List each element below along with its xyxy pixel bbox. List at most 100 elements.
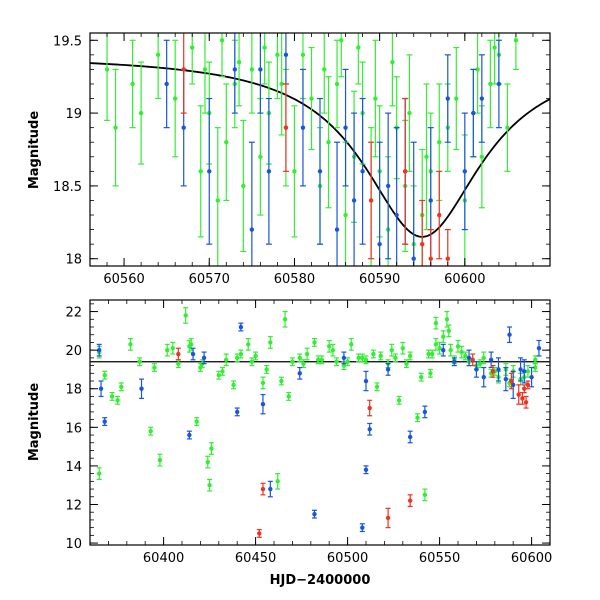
data-point: [407, 494, 413, 508]
x-tick-label: 60450: [235, 551, 276, 566]
data-point: [155, 33, 162, 100]
data-marker: [300, 52, 306, 58]
data-marker: [390, 59, 395, 65]
data-marker: [238, 351, 244, 357]
data-marker: [258, 67, 263, 72]
data-point: [512, 33, 519, 71]
y-tick-label: 20: [65, 344, 82, 359]
data-point: [164, 343, 170, 357]
data-marker: [194, 419, 199, 424]
data-point: [151, 363, 157, 372]
data-point: [427, 228, 434, 266]
top-panel: 60560 60570 60580 60590 60600 18 18.5 19 19.5 Ma…: [27, 32, 551, 287]
data-marker: [411, 256, 416, 261]
data-point: [157, 453, 163, 467]
data-point: [265, 97, 272, 245]
data-point: [392, 353, 398, 363]
data-marker: [282, 317, 288, 322]
data-marker: [297, 371, 302, 376]
data-marker: [374, 384, 380, 390]
data-marker: [119, 384, 124, 390]
data-point: [491, 33, 498, 85]
data-marker: [290, 359, 295, 364]
data-point: [326, 339, 332, 353]
data-point: [311, 509, 317, 519]
data-point: [385, 507, 391, 529]
data-marker: [283, 125, 289, 130]
data-marker: [260, 486, 266, 492]
data-marker: [404, 361, 409, 366]
x-tick-label: 60570: [189, 272, 230, 287]
x-tick-label: 60500: [327, 551, 368, 566]
data-marker: [334, 227, 340, 232]
top-clipped-data: [90, 33, 550, 266]
data-marker: [317, 169, 323, 174]
data-marker: [507, 332, 512, 337]
data-marker: [525, 382, 531, 388]
top-axis-ticks: 60560 60570 60580 60590 60600 18 18.5 19 19.5: [53, 33, 551, 287]
data-point: [370, 349, 376, 359]
x-tick-label: 60590: [359, 272, 400, 287]
data-marker: [529, 374, 534, 380]
data-point: [396, 395, 402, 405]
data-marker: [441, 347, 446, 353]
data-marker: [437, 212, 442, 218]
data-marker: [481, 374, 486, 380]
y-tick-label: 10: [65, 537, 82, 552]
data-marker: [205, 459, 210, 465]
data-marker: [378, 353, 383, 359]
data-marker: [349, 342, 354, 347]
data-point: [495, 39, 502, 129]
data-point: [481, 351, 487, 365]
data-marker: [297, 355, 302, 361]
data-marker: [356, 45, 361, 50]
data-point: [446, 324, 452, 338]
data-marker: [419, 374, 424, 380]
data-point: [325, 76, 332, 209]
data-point: [342, 68, 349, 187]
data-marker: [249, 359, 255, 364]
data-marker: [334, 81, 340, 87]
data-marker: [330, 347, 336, 353]
data-marker: [477, 361, 483, 366]
data-point: [473, 361, 479, 378]
data-point: [403, 359, 409, 369]
data-point: [264, 364, 270, 374]
data-point: [334, 141, 341, 266]
data-point: [308, 46, 315, 151]
data-marker: [368, 198, 374, 203]
data-marker: [183, 313, 188, 318]
data-point: [504, 83, 511, 172]
data-marker: [522, 369, 527, 374]
x-tick-label: 60600: [444, 272, 485, 287]
data-point: [334, 39, 341, 129]
data-marker: [415, 415, 420, 420]
data-marker: [268, 340, 273, 345]
data-marker: [360, 169, 365, 174]
data-point: [410, 141, 417, 266]
data-marker: [283, 52, 289, 58]
data-point: [363, 465, 369, 475]
data-point: [304, 347, 310, 361]
data-point: [507, 326, 513, 344]
data-point: [389, 343, 395, 357]
data-point: [219, 366, 225, 376]
data-marker: [371, 351, 376, 357]
data-point: [186, 430, 192, 440]
top-data-layer: [90, 33, 550, 266]
data-marker: [407, 434, 413, 440]
data-point: [96, 343, 102, 357]
data-point: [282, 83, 289, 172]
data-point: [197, 105, 204, 238]
data-marker: [496, 81, 502, 87]
data-marker: [360, 525, 365, 530]
data-marker: [207, 482, 212, 488]
data-marker: [402, 169, 408, 174]
data-point: [238, 349, 244, 359]
data-marker: [165, 347, 170, 353]
data-point: [359, 353, 365, 363]
data-marker: [533, 365, 538, 370]
data-marker: [433, 342, 439, 347]
data-point: [299, 68, 306, 187]
data-point: [415, 413, 421, 423]
